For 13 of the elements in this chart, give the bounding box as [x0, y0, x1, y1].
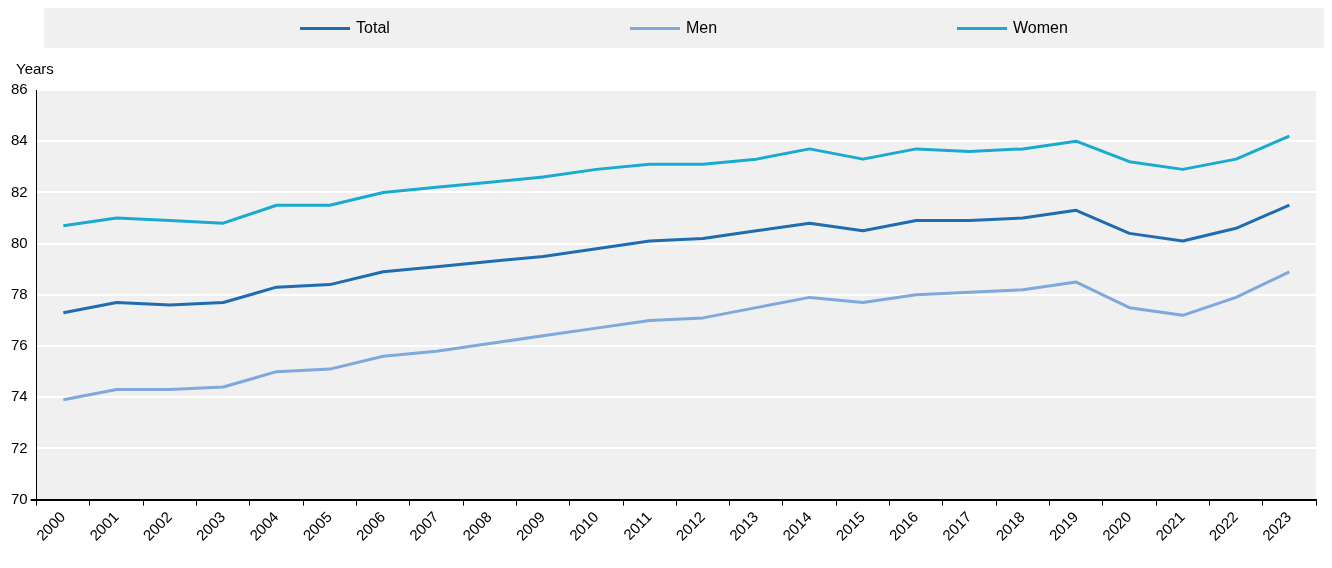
y-tick-label: 82 — [11, 182, 28, 200]
y-tick-label: 70 — [11, 489, 28, 507]
y-tick-label: 80 — [11, 233, 28, 251]
y-tick-label: 86 — [11, 80, 28, 98]
y-tick-label: 78 — [11, 284, 28, 302]
legend-label: Men — [685, 19, 718, 37]
y-tick-label: 76 — [11, 336, 28, 354]
y-axis-title: Years — [16, 60, 55, 78]
y-tick-label: 84 — [11, 131, 28, 149]
y-tick-label: 72 — [11, 438, 28, 456]
legend-label: Total — [356, 19, 390, 37]
y-tick-label: 74 — [11, 387, 28, 405]
legend-label: Women — [1013, 19, 1068, 37]
